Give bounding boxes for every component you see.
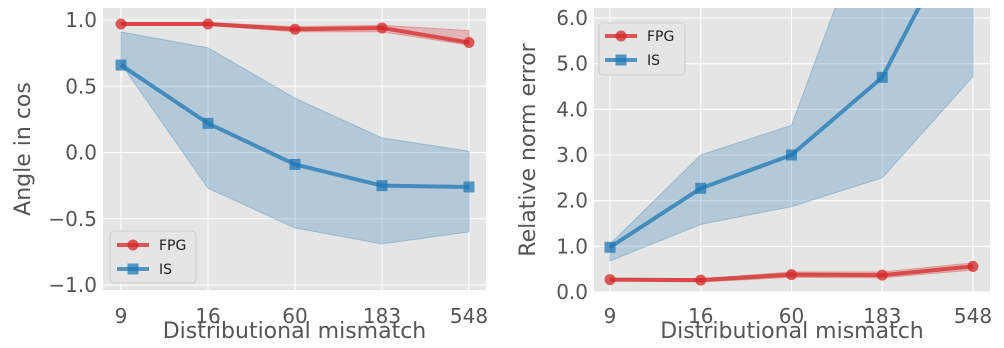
- point-is: [202, 117, 214, 129]
- legend-marker-is: [615, 54, 627, 66]
- point-fpg: [695, 274, 707, 286]
- x-tick-label: 9: [604, 304, 617, 328]
- legend-label-is: IS: [159, 262, 172, 278]
- y-tick-label: 0.0: [65, 141, 97, 165]
- y-axis-label: Angle in cos: [11, 82, 36, 216]
- legend-label-is: IS: [647, 53, 660, 69]
- point-is: [604, 241, 616, 253]
- point-fpg: [463, 37, 475, 49]
- y-tick-labels: 0.0 1.0 2.0 3.0 4.0 5.0 6.0: [556, 6, 588, 304]
- y-tick-label: 6.0: [556, 6, 588, 30]
- point-fpg: [289, 23, 301, 35]
- y-tick-label: 0.5: [65, 74, 97, 98]
- y-tick-label: 1.0: [556, 234, 588, 258]
- x-tick-label: 60: [779, 304, 804, 328]
- x-tick-label: 16: [195, 304, 220, 328]
- y-tick-label: 2.0: [556, 189, 588, 213]
- x-tick-labels: 9 16 60 183 548: [604, 304, 992, 328]
- chart-norm-error: 0.0 1.0 2.0 3.0 4.0 5.0 6.0 9 16 60 183 548 Distri…: [516, 6, 992, 344]
- y-tick-label: 3.0: [556, 143, 588, 167]
- x-tick-label: 183: [863, 304, 901, 328]
- point-is: [289, 158, 301, 170]
- point-fpg: [604, 274, 616, 286]
- legend-marker-is: [127, 263, 139, 275]
- y-tick-label: 0.0: [556, 280, 588, 304]
- point-is: [695, 182, 707, 194]
- chart-angle: 1.0 0.5 0.0 −0.5 −1.0 9 16 60 183 548 Distributi…: [11, 8, 488, 344]
- point-fpg: [376, 22, 388, 34]
- x-tick-label: 60: [282, 304, 307, 328]
- point-is: [463, 181, 475, 193]
- band-is: [609, 8, 974, 262]
- series-markers: [604, 71, 979, 286]
- point-fpg: [786, 269, 797, 281]
- legend-label-fpg: FPG: [159, 238, 186, 254]
- point-fpg: [967, 260, 979, 272]
- point-is: [115, 59, 127, 71]
- grid: [103, 8, 486, 290]
- x-axis-label: Distributional mismatch: [163, 319, 427, 344]
- point-is: [376, 180, 388, 192]
- point-fpg: [202, 18, 214, 30]
- y-axis-label: Relative norm error: [516, 42, 541, 256]
- y-tick-label: 1.0: [65, 8, 97, 32]
- x-tick-label: 548: [450, 304, 488, 328]
- x-tick-labels: 9 16 60 183 548: [115, 304, 488, 328]
- y-tick-labels: 1.0 0.5 0.0 −0.5 −1.0: [48, 8, 97, 297]
- x-tick-label: 183: [363, 304, 401, 328]
- legend-marker-fpg: [127, 239, 139, 251]
- x-axis-label: Distributional mismatch: [660, 319, 924, 344]
- point-is: [876, 71, 888, 83]
- y-tick-label: 5.0: [556, 52, 588, 76]
- legend-label-fpg: FPG: [647, 29, 674, 45]
- x-tick-label: 16: [688, 304, 713, 328]
- point-fpg: [876, 269, 888, 281]
- x-tick-label: 9: [115, 304, 128, 328]
- legend: FPG IS: [109, 230, 197, 284]
- point-is: [786, 149, 797, 161]
- point-fpg: [115, 18, 127, 30]
- y-tick-label: −1.0: [48, 273, 97, 297]
- legend-marker-fpg: [615, 30, 627, 42]
- legend: FPG IS: [598, 22, 686, 76]
- series-markers: [115, 18, 475, 193]
- x-tick-label: 548: [954, 304, 992, 328]
- y-tick-label: −0.5: [48, 207, 97, 231]
- y-tick-label: 4.0: [556, 97, 588, 121]
